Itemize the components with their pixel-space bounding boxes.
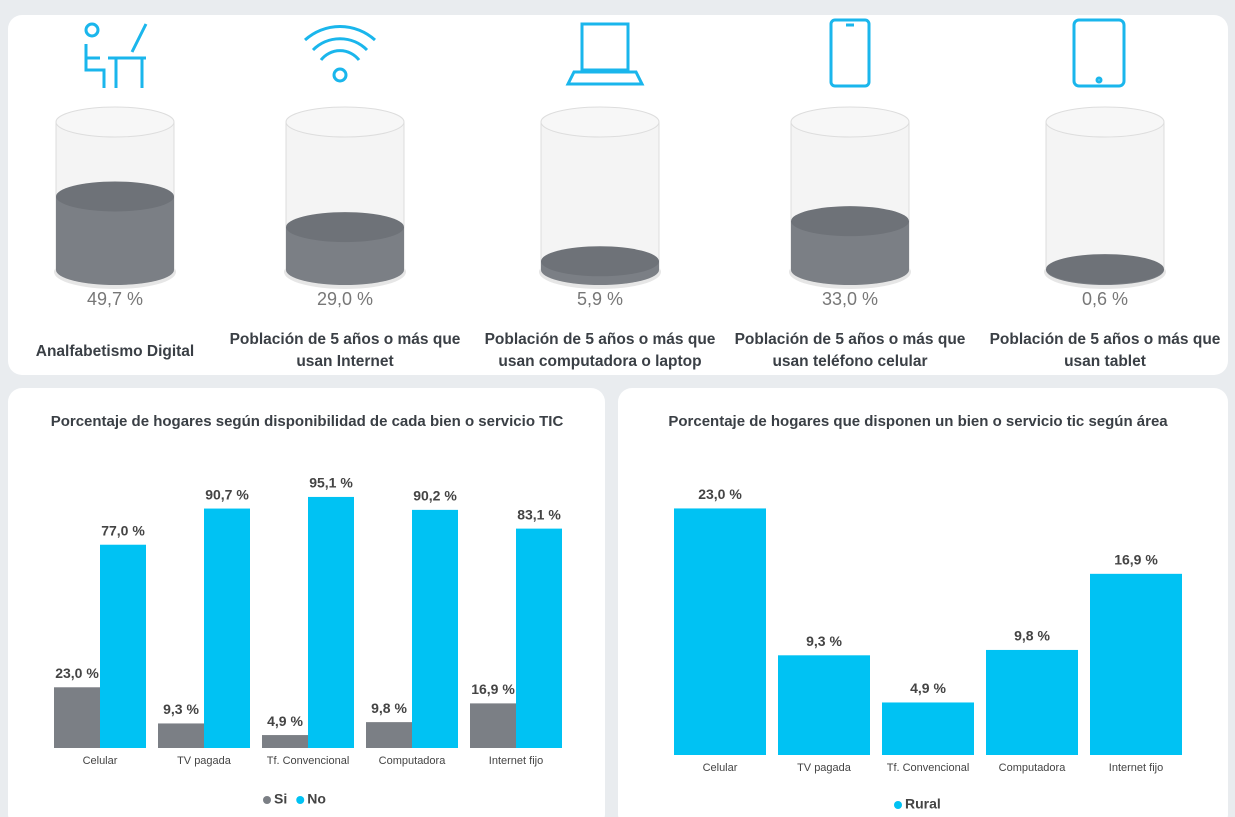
bar [412, 509, 458, 748]
cylinder-fill-top [1046, 254, 1164, 285]
cylinder-fill-top [791, 206, 909, 237]
cylinder-fill [286, 227, 404, 285]
data-label: 9,8 % [371, 700, 407, 716]
cylinder-fill [56, 196, 174, 285]
icon-person-desk [84, 22, 148, 88]
bar [100, 544, 146, 748]
cylinder-glass [1045, 121, 1165, 271]
chart-title: Porcentaje de hogares que disponen un bi… [668, 413, 1168, 430]
x-tick-label: Internet fijo [489, 755, 543, 767]
icon-laptop [565, 22, 645, 86]
data-label: 16,9 % [1114, 552, 1158, 568]
chart-title: Porcentaje de hogares según disponibilid… [50, 413, 564, 430]
data-label: 9,8 % [1014, 628, 1050, 644]
data-label: 95,1 % [309, 475, 353, 491]
cylinder-top [55, 106, 175, 138]
value-label: 29,0 % [317, 289, 373, 309]
value-label: 5,9 % [577, 289, 623, 309]
bar [778, 655, 870, 755]
data-label: 23,0 % [698, 486, 742, 502]
panel-left [8, 388, 605, 817]
legend-label: Si [274, 791, 287, 807]
legend-marker [894, 801, 902, 809]
legend-label: Rural [905, 796, 941, 812]
category-label: Población de 5 años o más que usan Inter… [229, 331, 461, 370]
x-tick-label: Celular [703, 762, 738, 774]
category-label: Población de 5 años o más que usan teléf… [734, 331, 966, 370]
category-label: Población de 5 años o más que usan compu… [484, 331, 716, 370]
cylinder-top [285, 106, 405, 138]
bar [470, 703, 516, 748]
value-label: 33,0 % [822, 289, 878, 309]
x-tick-label: TV pagada [797, 762, 852, 774]
category-label: Población de 5 años o más que usan table… [989, 331, 1221, 370]
icon-wifi [303, 25, 377, 83]
legend-label: No [307, 791, 326, 807]
bar [204, 508, 250, 748]
data-label: 90,2 % [413, 488, 457, 504]
bar [308, 496, 354, 748]
data-label: 77,0 % [101, 522, 145, 538]
data-label: 4,9 % [910, 680, 946, 696]
bar [54, 687, 100, 748]
icon-phone [829, 18, 871, 88]
cylinder-top [1045, 106, 1165, 138]
data-label: 9,3 % [806, 633, 842, 649]
x-tick-label: Computadora [379, 755, 447, 767]
cylinder-fill-top [56, 181, 174, 212]
data-label: 16,9 % [471, 681, 515, 697]
cylinder-top [790, 106, 910, 138]
bar [1090, 573, 1182, 755]
cylinder-top [540, 106, 660, 138]
legend-marker [263, 796, 271, 804]
bar [986, 649, 1078, 755]
x-tick-label: Tf. Convencional [267, 755, 350, 767]
value-label: 49,7 % [87, 289, 143, 309]
data-label: 23,0 % [55, 665, 99, 681]
icon-tablet [1072, 18, 1126, 88]
bar [882, 702, 974, 755]
bar [262, 735, 308, 748]
bar [516, 528, 562, 748]
cylinder-fill-top [541, 246, 659, 277]
x-tick-label: Tf. Convencional [887, 762, 970, 774]
data-label: 83,1 % [517, 506, 561, 522]
legend-marker [296, 796, 305, 804]
data-label: 9,3 % [163, 701, 199, 717]
bar [366, 722, 412, 748]
data-label: 90,7 % [205, 486, 249, 502]
value-label: 0,6 % [1082, 289, 1128, 309]
x-tick-label: Computadora [999, 762, 1067, 774]
x-tick-label: Celular [83, 755, 118, 767]
bar [674, 508, 766, 755]
bar [158, 723, 204, 748]
data-label: 4,9 % [267, 713, 303, 729]
cylinder-fill [791, 221, 909, 285]
icons [84, 18, 1126, 88]
x-tick-label: TV pagada [177, 755, 232, 767]
x-tick-label: Internet fijo [1109, 762, 1163, 774]
cylinder-fill-top [286, 212, 404, 243]
category-label: Analfabetismo Digital [35, 343, 195, 360]
